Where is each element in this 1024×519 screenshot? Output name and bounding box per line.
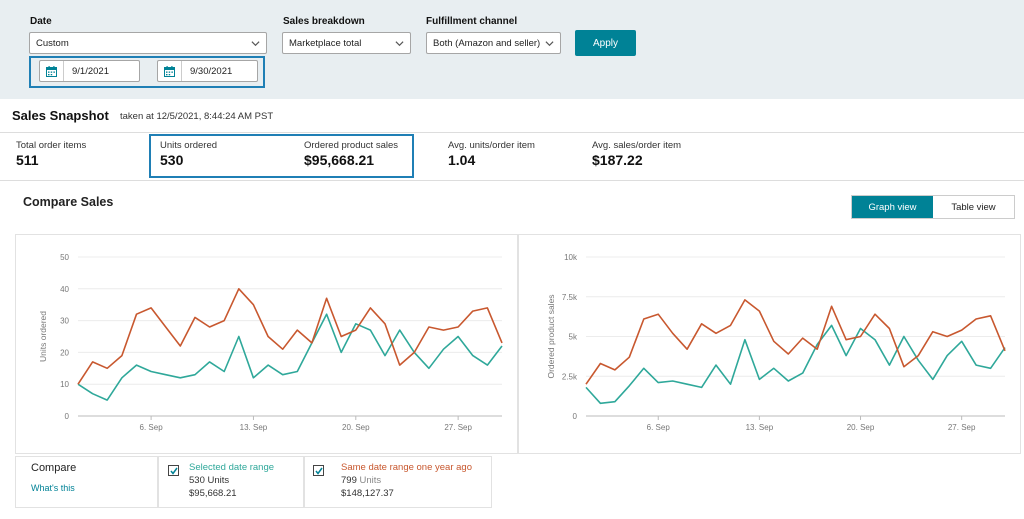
date-range-value: Custom — [36, 38, 69, 49]
graph-view-button[interactable]: Graph view — [852, 196, 933, 218]
y-tick-label: 5k — [569, 333, 578, 342]
chevron-down-icon — [545, 41, 554, 47]
y-tick-label: 10k — [564, 253, 578, 262]
selected-range-sales: $95,668.21 — [189, 488, 237, 499]
y-tick-label: 2.5k — [562, 372, 578, 381]
metric-label: Avg. sales/order item — [592, 140, 682, 151]
compare-sales-title: Compare Sales — [23, 195, 114, 209]
series-line — [585, 324, 1006, 405]
series-line — [77, 313, 503, 401]
ordered-sales-chart: 0 2.5k 5k 7.5k 10k 6. Sep 13. Sep 20. Sep 27. Se… — [546, 253, 1006, 432]
fulfillment-channel-value: Both (Amazon and seller) — [433, 38, 541, 49]
date-range-highlight — [29, 56, 265, 88]
sales-breakdown-value: Marketplace total — [289, 38, 362, 49]
y-tick-label: 30 — [60, 317, 69, 326]
x-tick-label: 13. Sep — [746, 423, 774, 432]
selected-range-checkbox[interactable] — [168, 465, 179, 476]
y-axis-label: Units ordered — [38, 311, 48, 362]
checkmark-icon — [315, 467, 323, 475]
previous-year-units-number: 799 — [341, 475, 357, 486]
selected-range-units: 530 Units — [189, 475, 230, 486]
sales-chart-panel: 0 2.5k 5k 7.5k 10k 6. Sep 13. Sep 20. Sep 27. Se… — [518, 234, 1021, 454]
compare-current-box: Selected date range 530 Units $95,668.21 — [158, 456, 304, 508]
calendar-icon[interactable] — [158, 61, 182, 81]
apply-button[interactable]: Apply — [575, 30, 636, 56]
y-axis-label: Ordered product sales — [546, 294, 556, 378]
metric-value: 511 — [16, 152, 39, 168]
chevron-down-icon — [251, 41, 260, 47]
metric-value: $95,668.21 — [304, 152, 375, 168]
metric-value: 1.04 — [448, 152, 476, 168]
divider — [0, 132, 1024, 133]
compare-heading: Compare — [31, 462, 77, 474]
x-tick-label: 27. Sep — [948, 423, 976, 432]
snapshot-timestamp: taken at 12/5/2021, 8:44:24 AM PST — [120, 111, 274, 122]
checkmark-icon — [170, 467, 178, 475]
compare-previous-box: Same date range one year ago 799 Units $… — [304, 456, 492, 508]
view-toggle: Graph view Table view — [851, 195, 1015, 219]
units-ordered-chart-panel: 0 10 20 30 40 50 6. Sep 13. Sep 20. Sep 27. Sep Un… — [15, 234, 518, 454]
metric-label: Ordered product sales — [304, 140, 398, 151]
metric-units-ordered: Units ordered 530 — [160, 140, 217, 168]
y-tick-label: 0 — [65, 412, 70, 421]
y-tick-label: 20 — [60, 348, 69, 357]
filter-bar: Date Custom 9/1/2021 9/30/2021 Sales bre… — [0, 0, 1024, 99]
start-date-field[interactable]: 9/1/2021 — [39, 60, 140, 82]
x-tick-label: 13. Sep — [240, 423, 268, 432]
selected-range-label: Selected date range — [189, 462, 275, 473]
units-ordered-chart: 0 10 20 30 40 50 6. Sep 13. Sep 20. Sep 27. Sep Un… — [38, 253, 503, 432]
metrics-highlight — [149, 134, 414, 178]
y-tick-label: 10 — [60, 380, 69, 389]
whats-this-link[interactable]: What's this — [31, 483, 75, 493]
metric-value: $187.22 — [592, 152, 643, 168]
metric-value: 530 — [160, 152, 184, 168]
x-tick-label: 20. Sep — [342, 423, 370, 432]
x-tick-label: 6. Sep — [140, 423, 164, 432]
end-date-field[interactable]: 9/30/2021 — [157, 60, 258, 82]
metric-label: Avg. units/order item — [448, 140, 535, 151]
x-tick-label: 27. Sep — [444, 423, 472, 432]
end-date-value: 9/30/2021 — [190, 66, 233, 77]
x-tick-label: 20. Sep — [847, 423, 875, 432]
y-tick-label: 0 — [573, 412, 578, 421]
start-date-value: 9/1/2021 — [72, 66, 109, 77]
table-view-button[interactable]: Table view — [933, 196, 1014, 218]
previous-year-units: 799 Units — [341, 475, 381, 486]
previous-year-label: Same date range one year ago — [341, 462, 472, 473]
metric-avg-units: Avg. units/order item 1.04 — [448, 140, 535, 168]
y-tick-label: 50 — [60, 253, 69, 262]
previous-year-checkbox[interactable] — [313, 465, 324, 476]
x-tick-label: 6. Sep — [647, 423, 671, 432]
y-tick-label: 7.5k — [562, 293, 578, 302]
previous-year-units-word: Units — [359, 475, 382, 486]
sales-breakdown-label: Sales breakdown — [283, 16, 365, 27]
date-range-select[interactable]: Custom — [29, 32, 267, 54]
metric-label: Units ordered — [160, 140, 218, 151]
calendar-icon[interactable] — [40, 61, 64, 81]
series-line — [585, 299, 1006, 385]
fulfillment-channel-label: Fulfillment channel — [426, 16, 518, 27]
chevron-down-icon — [395, 41, 404, 47]
compare-legend-heading-box: Compare What's this — [15, 456, 158, 508]
series-line — [77, 287, 503, 385]
snapshot-title: Sales Snapshot — [12, 108, 109, 123]
divider — [0, 180, 1024, 181]
fulfillment-channel-select[interactable]: Both (Amazon and seller) — [426, 32, 561, 54]
metric-avg-sales: Avg. sales/order item $187.22 — [592, 140, 681, 168]
sales-breakdown-select[interactable]: Marketplace total — [282, 32, 411, 54]
metric-ordered-product-sales: Ordered product sales $95,668.21 — [304, 140, 398, 168]
metric-total-order-items: Total order items 511 — [16, 140, 86, 168]
metric-label: Total order items — [16, 140, 87, 151]
date-filter-label: Date — [30, 16, 52, 27]
previous-year-sales: $148,127.37 — [341, 488, 394, 499]
y-tick-label: 40 — [60, 285, 69, 294]
